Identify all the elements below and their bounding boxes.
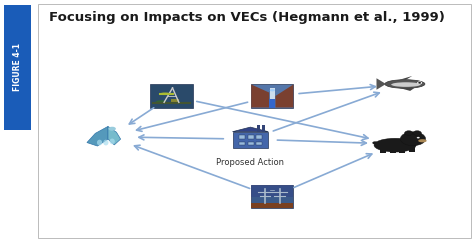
Polygon shape (376, 78, 386, 90)
Bar (380, 146, 386, 153)
Bar (399, 146, 405, 153)
Circle shape (418, 82, 421, 84)
Bar (409, 146, 415, 152)
Bar (248, 142, 254, 145)
FancyBboxPatch shape (251, 185, 293, 197)
Ellipse shape (391, 82, 421, 87)
Bar (255, 135, 262, 139)
Ellipse shape (385, 80, 425, 88)
Bar (255, 142, 262, 145)
Text: Proposed Action: Proposed Action (217, 158, 284, 167)
Ellipse shape (418, 139, 427, 142)
Bar (239, 142, 245, 145)
Ellipse shape (160, 93, 171, 95)
Ellipse shape (109, 127, 116, 131)
Polygon shape (400, 76, 412, 80)
FancyBboxPatch shape (269, 99, 275, 108)
FancyBboxPatch shape (251, 84, 293, 108)
Ellipse shape (374, 138, 416, 152)
Circle shape (413, 131, 421, 135)
Ellipse shape (103, 140, 109, 145)
Ellipse shape (155, 100, 166, 103)
Bar (257, 125, 260, 132)
Bar (390, 146, 396, 153)
Polygon shape (108, 126, 120, 145)
Polygon shape (87, 126, 108, 146)
Polygon shape (275, 84, 293, 108)
Circle shape (417, 81, 422, 84)
Ellipse shape (97, 140, 102, 145)
FancyBboxPatch shape (251, 185, 293, 208)
FancyBboxPatch shape (4, 5, 31, 130)
FancyBboxPatch shape (233, 132, 268, 148)
Text: FIGURE 4-1: FIGURE 4-1 (13, 43, 22, 91)
Circle shape (404, 131, 413, 135)
Ellipse shape (109, 138, 115, 144)
Ellipse shape (270, 89, 275, 91)
Polygon shape (400, 88, 414, 91)
Polygon shape (251, 84, 269, 108)
FancyBboxPatch shape (251, 203, 293, 208)
Bar (262, 125, 265, 132)
Circle shape (401, 132, 426, 146)
Circle shape (373, 141, 378, 144)
Bar (239, 135, 245, 139)
FancyBboxPatch shape (270, 88, 275, 99)
Bar (248, 135, 254, 139)
Polygon shape (233, 127, 268, 132)
Text: Focusing on Impacts on VECs (Hegmann et al., 1999): Focusing on Impacts on VECs (Hegmann et … (49, 11, 445, 24)
Bar (172, 99, 179, 103)
FancyBboxPatch shape (150, 84, 192, 108)
Circle shape (417, 137, 419, 138)
